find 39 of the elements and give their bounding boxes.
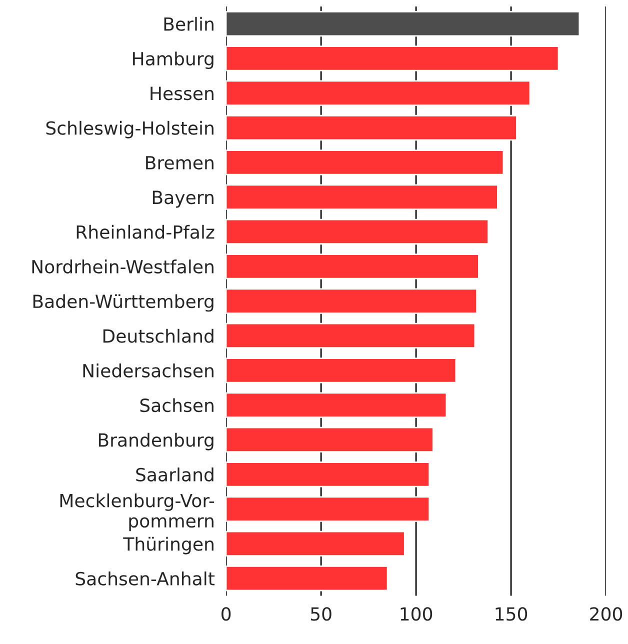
bar [226, 426, 434, 453]
y-tick-label: Brandenburg [98, 432, 214, 450]
bar [226, 358, 457, 384]
bar [226, 496, 430, 522]
y-tick-label: Sachsen-Anhalt [76, 572, 215, 586]
y-tick-label: Schleswig-Holstein [46, 120, 214, 138]
bar [226, 80, 531, 106]
bar [226, 392, 448, 418]
bar [226, 322, 476, 349]
bar [226, 150, 504, 176]
y-tick-label: Hamburg [133, 52, 214, 70]
bar [226, 530, 406, 557]
bar [226, 566, 388, 592]
y-tick-label: Deutschland [103, 328, 214, 343]
bar [226, 288, 478, 314]
x-tick-label: 150 [496, 607, 528, 621]
y-tick-label: Hessen [150, 86, 214, 100]
bar [226, 114, 518, 141]
y-tick-label: Saarland [136, 468, 214, 482]
y-tick-label: Nordrhein-Westfalen [32, 260, 214, 274]
y-tick-label: Mecklenburg-Vor- pommern [60, 493, 214, 532]
bar [226, 46, 560, 72]
x-tick-label: 200 [590, 607, 622, 621]
y-tick-label: Thüringen [123, 536, 214, 554]
bar [226, 254, 480, 280]
bar [226, 184, 498, 210]
y-tick-label: Bayern [152, 190, 214, 208]
y-tick-label: Rheinland-Pfalz [76, 224, 214, 239]
bar [226, 218, 489, 245]
y-tick-label: Berlin [164, 16, 214, 31]
x-tick-label: 0 [222, 607, 231, 621]
x-tick-label: 100 [400, 607, 432, 621]
y-tick-label: Baden-Württemberg [33, 294, 214, 312]
x-tick-label: 50 [310, 607, 332, 621]
y-tick-label: Bremen [146, 156, 214, 170]
y-tick-label: Niedersachsen [83, 364, 214, 378]
bar [226, 462, 430, 488]
y-tick-label: Sachsen [140, 398, 214, 412]
bar [226, 10, 580, 37]
